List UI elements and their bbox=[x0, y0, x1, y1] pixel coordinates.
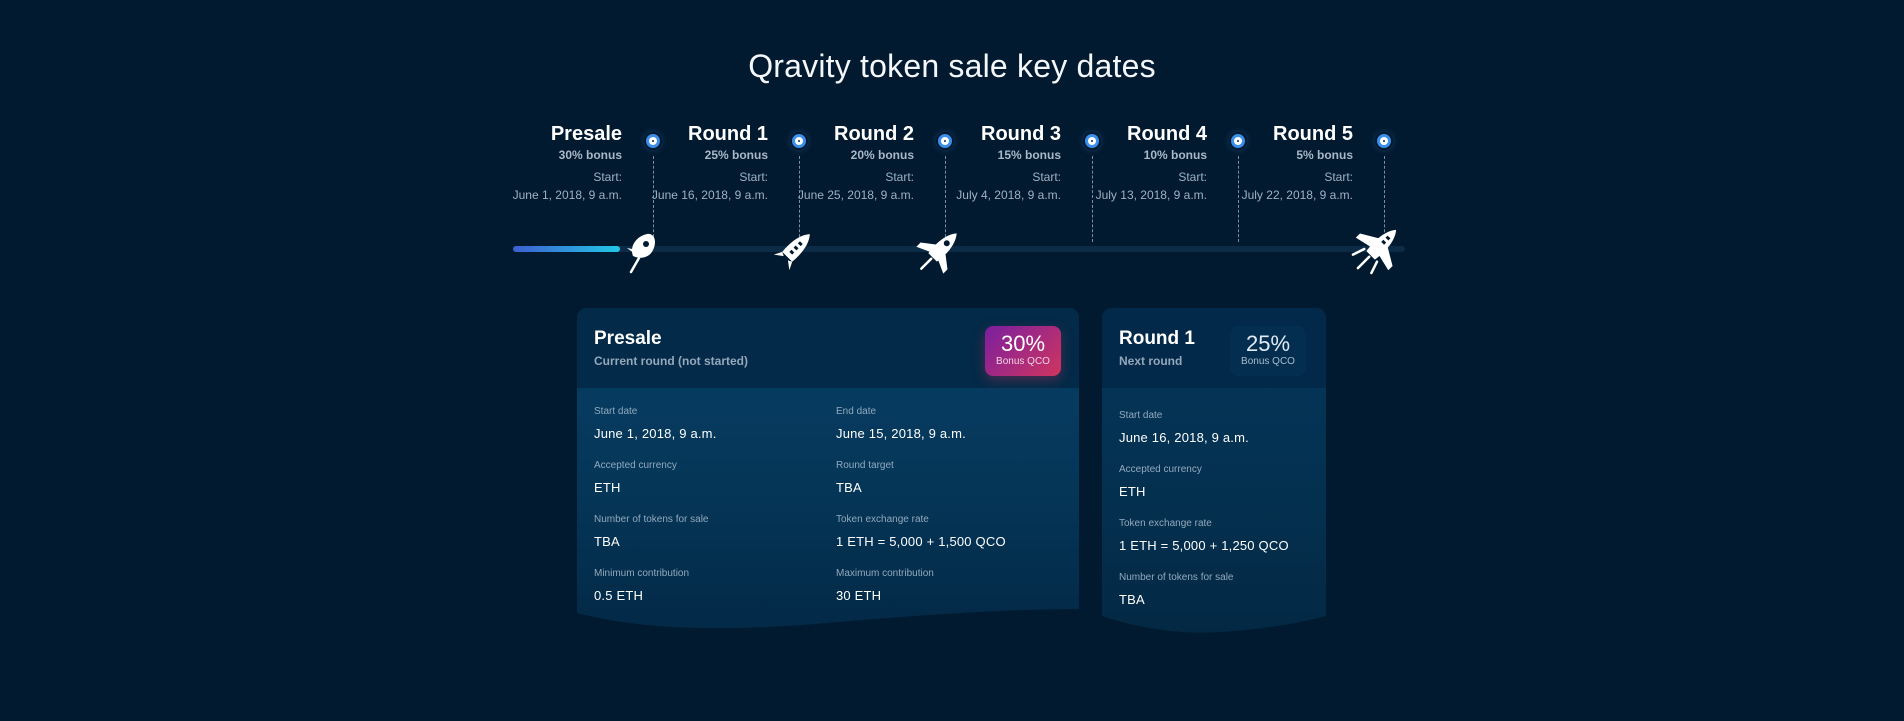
timeline-name: Round 5 bbox=[1273, 123, 1353, 145]
timeline-name: Round 2 bbox=[834, 123, 914, 145]
field-exchange-rate: Token exchange rate 1 ETH = 5,000 + 1,25… bbox=[1119, 518, 1289, 553]
timeline-dot-icon[interactable] bbox=[792, 134, 806, 148]
timeline-item-round-4[interactable]: Round 4 10% bonus Start: July 13, 2018, 9… bbox=[1033, 122, 1245, 242]
timeline-dot-icon[interactable] bbox=[646, 134, 660, 148]
timeline-dot-icon[interactable] bbox=[1377, 134, 1391, 148]
timeline-bonus: 30% bonus bbox=[558, 148, 622, 162]
bonus-label: Bonus QCO bbox=[996, 356, 1050, 367]
field-start-date: Start date June 16, 2018, 9 a.m. bbox=[1119, 410, 1249, 445]
field-end-date: End date June 15, 2018, 9 a.m. bbox=[836, 406, 966, 441]
current-round-card: Presale Current round (not started) 30% … bbox=[577, 308, 1079, 633]
timeline-bonus: 5% bonus bbox=[1296, 148, 1353, 162]
timeline-start: Start: June 1, 2018, 9 a.m. bbox=[512, 170, 622, 202]
field-minimum-contribution: Minimum contribution 0.5 ETH bbox=[594, 568, 690, 603]
timeline-bonus: 25% bonus bbox=[704, 148, 768, 162]
timeline-divider bbox=[653, 156, 654, 242]
timeline-start: Start: July 22, 2018, 9 a.m. bbox=[1241, 170, 1353, 202]
timeline-dot-icon[interactable] bbox=[1085, 134, 1099, 148]
timeline-start: Start: July 13, 2018, 9 a.m. bbox=[1095, 170, 1207, 202]
field-start-date: Start date June 1, 2018, 9 a.m. bbox=[594, 406, 717, 441]
timeline-bonus: 20% bonus bbox=[850, 148, 914, 162]
field-accepted-currency: Accepted currency ETH bbox=[1119, 464, 1202, 499]
bonus-label: Bonus QCO bbox=[1241, 356, 1295, 367]
field-round-target: Round target TBA bbox=[836, 460, 894, 495]
next-round-card: Round 1 Next round 25% Bonus QCO Start d… bbox=[1102, 308, 1326, 640]
field-tokens-for-sale: Number of tokens for sale TBA bbox=[594, 514, 709, 549]
timeline-divider bbox=[945, 156, 946, 242]
field-maximum-contribution: Maximum contribution 30 ETH bbox=[836, 568, 934, 603]
bonus-percent: 25% bbox=[1245, 331, 1291, 356]
timeline-track bbox=[513, 246, 1405, 252]
timeline-divider bbox=[799, 156, 800, 242]
card-wave bbox=[577, 609, 1079, 633]
timeline-name: Round 1 bbox=[688, 123, 768, 145]
card-title: Round 1 bbox=[1119, 328, 1195, 349]
timeline-start: Start: July 4, 2018, 9 a.m. bbox=[956, 170, 1061, 202]
timeline-start: Start: June 16, 2018, 9 a.m. bbox=[651, 170, 768, 202]
card-header: Round 1 Next round 25% Bonus QCO bbox=[1102, 308, 1326, 388]
bonus-percent: 30% bbox=[1000, 331, 1046, 356]
timeline-name: Round 4 bbox=[1127, 123, 1207, 145]
card-title: Presale bbox=[594, 328, 662, 349]
field-accepted-currency: Accepted currency ETH bbox=[594, 460, 677, 495]
timeline-dot-icon[interactable] bbox=[1231, 134, 1245, 148]
rocket-large-icon bbox=[912, 224, 966, 278]
timeline-name: Presale bbox=[550, 123, 622, 145]
timeline-name: Round 3 bbox=[981, 123, 1061, 145]
field-exchange-rate: Token exchange rate 1 ETH = 5,000 + 1,50… bbox=[836, 514, 1006, 549]
rocket-medium-icon bbox=[772, 226, 818, 272]
bonus-badge: 25% Bonus QCO bbox=[1230, 326, 1306, 376]
timeline-item-round-5[interactable]: Round 5 5% bonus Start: July 22, 2018, 9 … bbox=[1179, 122, 1391, 242]
rocket-small-icon bbox=[625, 230, 659, 274]
timeline-start: Start: June 25, 2018, 9 a.m. bbox=[797, 170, 914, 202]
card-header: Presale Current round (not started) 30% … bbox=[577, 308, 1079, 388]
card-wave bbox=[1102, 616, 1326, 640]
timeline-bonus: 10% bonus bbox=[1143, 148, 1207, 162]
card-subtitle: Next round bbox=[1119, 354, 1183, 368]
timeline-divider bbox=[1238, 156, 1239, 242]
page-title: Qravity token sale key dates bbox=[748, 48, 1156, 84]
timeline-bonus: 15% bonus bbox=[997, 148, 1061, 162]
timeline-divider bbox=[1092, 156, 1093, 242]
timeline-dot-icon[interactable] bbox=[938, 134, 952, 148]
bonus-badge: 30% Bonus QCO bbox=[985, 326, 1061, 376]
timeline-item-round-2[interactable]: Round 2 20% bonus Start: June 25, 2018, 9… bbox=[740, 122, 952, 242]
timeline-item-round-3[interactable]: Round 3 15% bonus Start: July 4, 2018, 9 … bbox=[887, 122, 1099, 242]
timeline-item-presale[interactable]: Presale 30% bonus Start: June 1, 2018, 9 … bbox=[448, 122, 660, 242]
timeline-item-round-1[interactable]: Round 1 25% bonus Start: June 16, 2018, 9… bbox=[594, 122, 806, 242]
timeline-progress bbox=[513, 246, 620, 252]
timeline-divider bbox=[1384, 156, 1385, 242]
card-subtitle: Current round (not started) bbox=[594, 354, 748, 368]
field-tokens-for-sale: Number of tokens for sale TBA bbox=[1119, 572, 1234, 607]
spaceship-icon bbox=[1348, 220, 1406, 278]
